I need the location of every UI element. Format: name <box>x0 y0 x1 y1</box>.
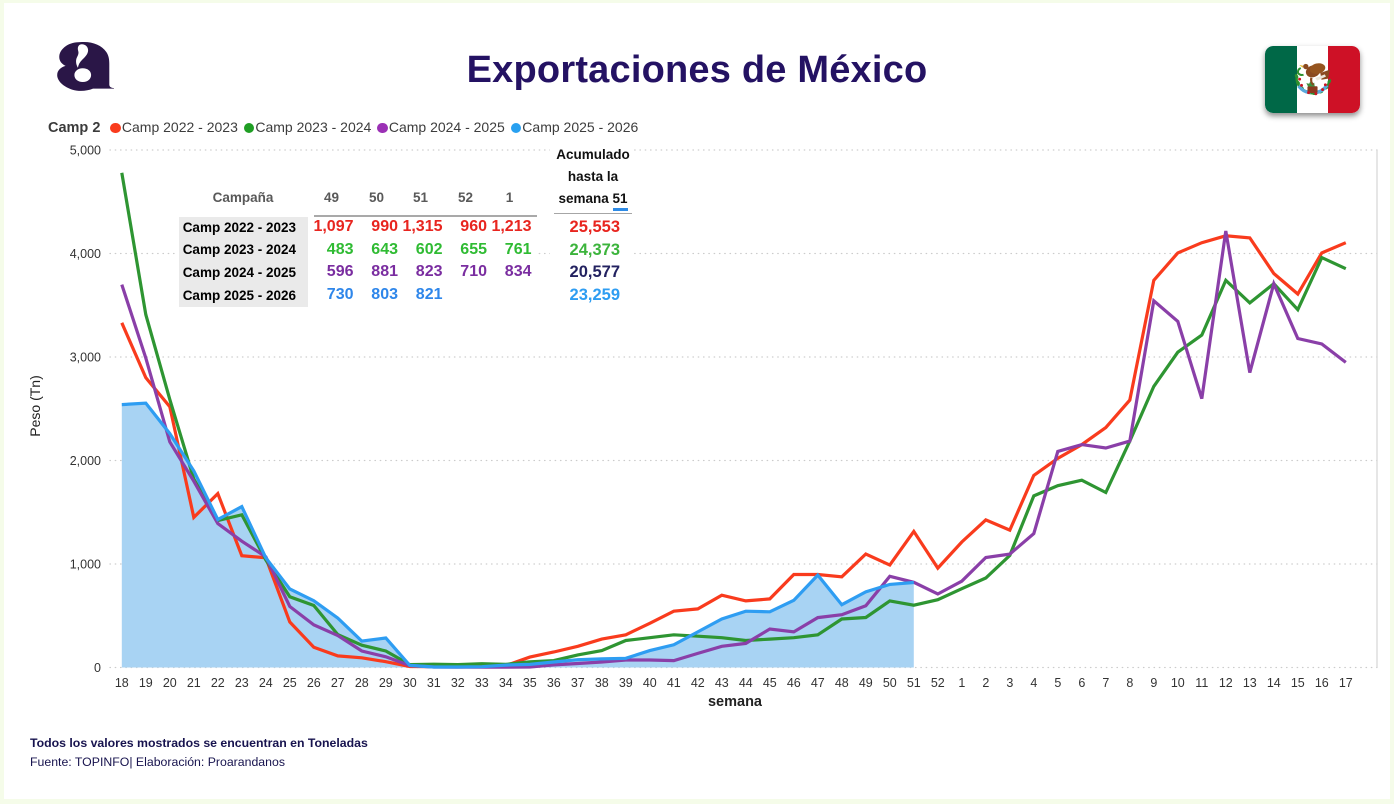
svg-text:39: 39 <box>619 676 633 690</box>
svg-text:18: 18 <box>115 676 129 690</box>
svg-text:3,000: 3,000 <box>70 351 101 365</box>
svg-text:49: 49 <box>859 676 873 690</box>
svg-text:2: 2 <box>982 676 989 690</box>
svg-text:32: 32 <box>451 676 465 690</box>
svg-text:15: 15 <box>1291 676 1305 690</box>
svg-text:41: 41 <box>667 676 681 690</box>
svg-text:17: 17 <box>1339 676 1353 690</box>
svg-text:36: 36 <box>547 676 561 690</box>
svg-text:7: 7 <box>1102 676 1109 690</box>
svg-text:30: 30 <box>403 676 417 690</box>
svg-text:51: 51 <box>907 676 921 690</box>
svg-text:4,000: 4,000 <box>70 247 101 261</box>
svg-text:10: 10 <box>1171 676 1185 690</box>
svg-text:52: 52 <box>931 676 945 690</box>
svg-text:19: 19 <box>139 676 153 690</box>
svg-text:2,000: 2,000 <box>70 454 101 468</box>
svg-text:12: 12 <box>1219 676 1233 690</box>
svg-text:3: 3 <box>1006 676 1013 690</box>
svg-text:43: 43 <box>715 676 729 690</box>
svg-text:42: 42 <box>691 676 705 690</box>
svg-text:34: 34 <box>499 676 513 690</box>
svg-text:23: 23 <box>235 676 249 690</box>
svg-text:46: 46 <box>787 676 801 690</box>
svg-text:29: 29 <box>379 676 393 690</box>
svg-text:37: 37 <box>571 676 585 690</box>
svg-text:48: 48 <box>835 676 849 690</box>
svg-text:44: 44 <box>739 676 753 690</box>
svg-text:Peso (Tn): Peso (Tn) <box>27 375 43 436</box>
svg-text:9: 9 <box>1150 676 1157 690</box>
svg-text:14: 14 <box>1267 676 1281 690</box>
svg-text:25: 25 <box>283 676 297 690</box>
svg-text:21: 21 <box>187 676 201 690</box>
svg-text:47: 47 <box>811 676 825 690</box>
svg-text:33: 33 <box>475 676 489 690</box>
svg-text:13: 13 <box>1243 676 1257 690</box>
svg-text:26: 26 <box>307 676 321 690</box>
svg-text:5: 5 <box>1054 676 1061 690</box>
svg-text:semana: semana <box>708 694 763 710</box>
svg-text:45: 45 <box>763 676 777 690</box>
svg-text:40: 40 <box>643 676 657 690</box>
svg-text:11: 11 <box>1195 676 1208 690</box>
svg-text:31: 31 <box>427 676 441 690</box>
svg-text:5,000: 5,000 <box>70 144 101 158</box>
svg-text:27: 27 <box>331 676 345 690</box>
svg-text:38: 38 <box>595 676 609 690</box>
svg-text:20: 20 <box>163 676 177 690</box>
svg-text:1: 1 <box>958 676 965 690</box>
svg-text:1,000: 1,000 <box>70 558 101 572</box>
svg-text:6: 6 <box>1078 676 1085 690</box>
svg-text:35: 35 <box>523 676 537 690</box>
svg-text:24: 24 <box>259 676 273 690</box>
svg-text:8: 8 <box>1126 676 1133 690</box>
svg-text:50: 50 <box>883 676 897 690</box>
svg-text:4: 4 <box>1030 676 1037 690</box>
svg-text:0: 0 <box>94 661 101 675</box>
svg-text:28: 28 <box>355 676 369 690</box>
svg-text:16: 16 <box>1315 676 1329 690</box>
svg-text:22: 22 <box>211 676 225 690</box>
